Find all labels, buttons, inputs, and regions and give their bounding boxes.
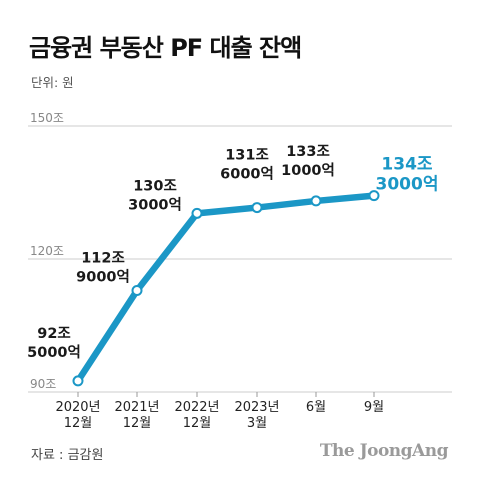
x-tick-label: 3월 — [247, 416, 267, 431]
data-point — [191, 207, 203, 219]
x-tick-label: 12월 — [64, 416, 93, 431]
data-label: 131조 — [225, 148, 269, 164]
data-point — [72, 375, 84, 387]
data-label: 5000억 — [27, 343, 81, 361]
unit-label: 단위: 원 — [31, 75, 74, 90]
data-label: 9000억 — [76, 267, 130, 285]
data-label: 130조 — [133, 178, 177, 194]
y-tick-label: 120조 — [30, 244, 64, 258]
data-point — [131, 284, 143, 296]
grid-layer: 150조 120조 90조 — [28, 111, 452, 393]
source-note: 자료 : 금감원 — [31, 448, 104, 463]
data-label: 92조 — [37, 326, 71, 342]
x-tick-label: 2022년 — [174, 400, 219, 415]
data-label: 3000억 — [376, 175, 439, 195]
data-label: 6000억 — [220, 165, 274, 183]
x-tick-label: 2023년 — [234, 400, 279, 415]
data-label: 134조 — [381, 155, 432, 175]
brand-logo: The JoongAng — [319, 441, 449, 461]
series-line — [74, 192, 378, 385]
data-label: 112조 — [81, 250, 125, 266]
data-labels: 92조5000억112조9000억130조3000억131조6000억133조1… — [27, 144, 438, 361]
x-tick-label: 12월 — [183, 416, 212, 431]
data-label: 1000억 — [281, 161, 335, 179]
data-point — [368, 190, 380, 202]
y-tick-label: 150조 — [30, 111, 64, 125]
y-tick-label: 90조 — [30, 377, 56, 391]
x-tick-label: 2020년 — [55, 400, 100, 415]
x-tick-label: 9월 — [364, 400, 384, 415]
data-label: 133조 — [286, 144, 330, 160]
x-tick-label: 12월 — [123, 416, 152, 431]
data-label: 3000억 — [128, 195, 182, 213]
series-line-layer — [74, 192, 378, 385]
x-tick-label: 6월 — [306, 400, 326, 415]
chart-title: 금융권 부동산 PF 대출 잔액 — [29, 34, 302, 62]
data-point — [310, 195, 322, 207]
data-point — [251, 202, 263, 214]
data-points — [72, 190, 380, 387]
x-tick-label: 2021년 — [114, 400, 159, 415]
